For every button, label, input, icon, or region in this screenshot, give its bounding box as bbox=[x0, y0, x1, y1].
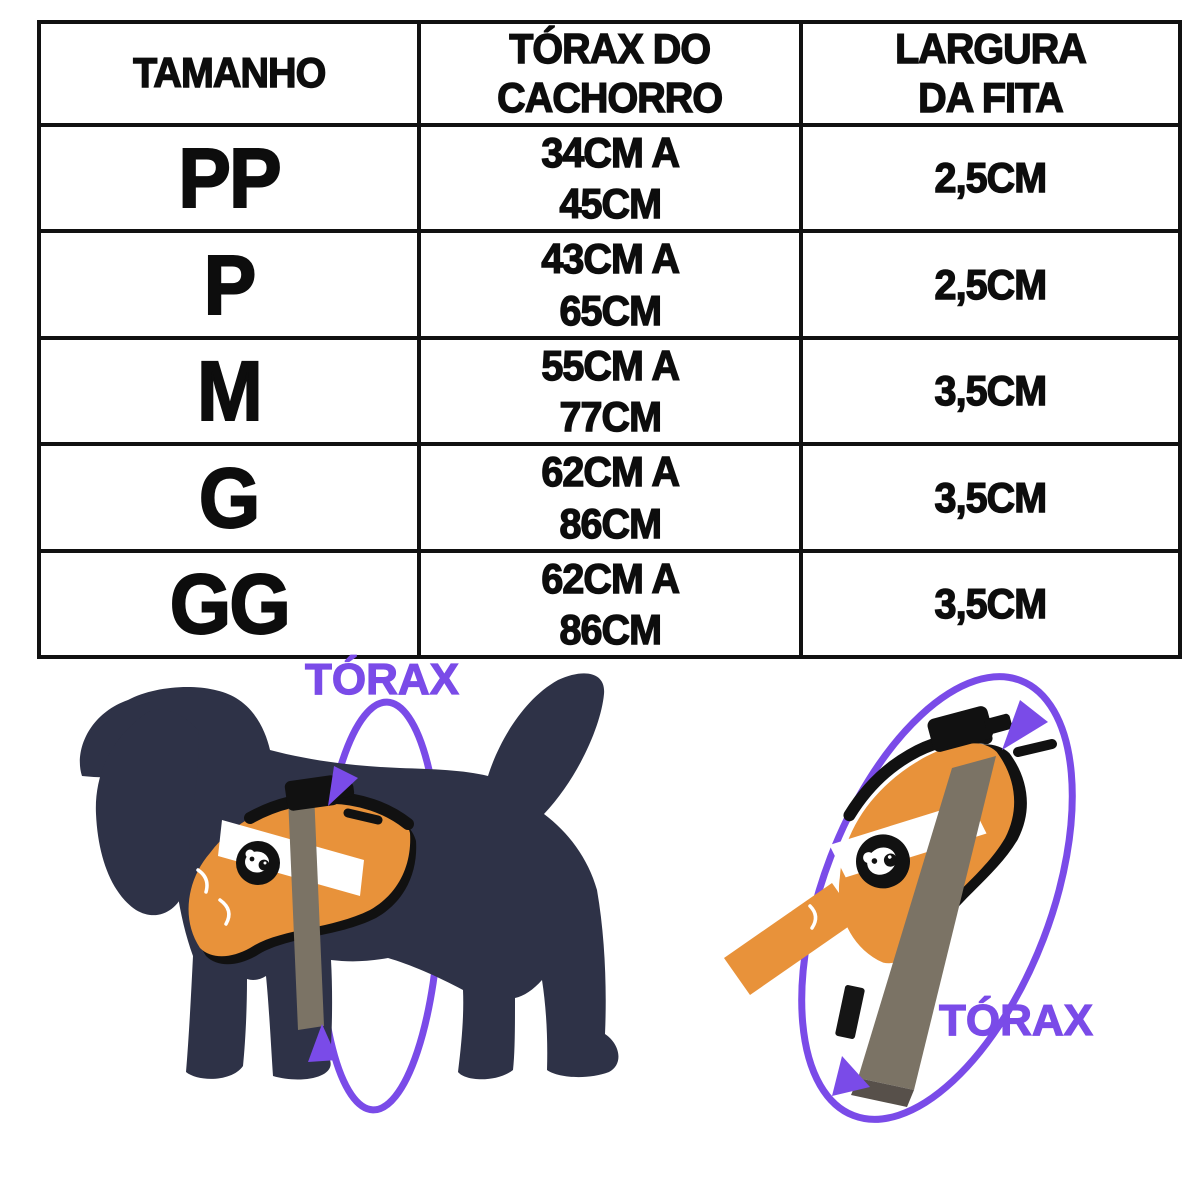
chest-measure-ellipse bbox=[798, 673, 1076, 1123]
size-row-g: G 62CM A 86CM 3,5CM bbox=[37, 442, 1182, 553]
chest-range-cell: 62CM A 86CM bbox=[417, 548, 803, 660]
harness-buckle bbox=[927, 706, 1013, 752]
dog-with-harness-illustration: TÓRAX bbox=[79, 653, 619, 1114]
strap-width-cell: 2,5CM bbox=[799, 122, 1182, 234]
col-header-strap-width-label: LARGURA DA FITA bbox=[894, 24, 1087, 121]
chest-range-cell: 62CM A 86CM bbox=[417, 442, 803, 553]
leash-clip-dash bbox=[1013, 739, 1057, 757]
strap-width-cell: 3,5CM bbox=[799, 442, 1182, 553]
size-table: TAMANHO TÓRAX DO CACHORRO LARGURA DA FIT… bbox=[37, 20, 1182, 660]
col-header-size-label: TAMANHO bbox=[132, 48, 327, 97]
strap-width-cell: 3,5CM bbox=[799, 335, 1182, 447]
stitch-mark bbox=[218, 898, 231, 926]
strap-clip bbox=[835, 985, 865, 1039]
dog-face-icon bbox=[863, 847, 898, 875]
dog-face-icon bbox=[245, 849, 270, 873]
arrow-up-icon bbox=[832, 1056, 870, 1096]
size-row-pp: PP 34CM A 45CM 2,5CM bbox=[37, 122, 1182, 234]
harness-side-strap bbox=[724, 883, 858, 995]
leash-clip-dash bbox=[343, 808, 383, 825]
chest-range-cell: 43CM A 65CM bbox=[417, 229, 803, 340]
chest-range-cell: 55CM A 77CM bbox=[417, 335, 803, 447]
size-row-gg: GG 62CM A 86CM 3,5CM bbox=[37, 548, 1182, 660]
size-cell: PP bbox=[37, 122, 421, 234]
col-header-chest-label: TÓRAX DO CACHORRO bbox=[497, 24, 724, 121]
strap-width-cell: 2,5CM bbox=[799, 229, 1182, 340]
stitch-mark bbox=[786, 886, 796, 912]
stitch-mark bbox=[196, 868, 209, 894]
size-cell: G bbox=[37, 442, 421, 553]
arrow-up-icon bbox=[308, 1024, 338, 1062]
size-cell: M bbox=[37, 335, 421, 447]
strap-width-cell: 3,5CM bbox=[799, 548, 1182, 660]
size-cell: GG bbox=[37, 548, 421, 660]
dog-ear bbox=[95, 709, 199, 916]
col-header-strap-width: LARGURA DA FITA bbox=[799, 20, 1182, 127]
col-header-chest: TÓRAX DO CACHORRO bbox=[417, 20, 803, 127]
harness-only-illustration: TÓRAX bbox=[724, 673, 1094, 1123]
size-cell: P bbox=[37, 229, 421, 340]
torax-label-right: TÓRAX bbox=[939, 995, 1093, 1045]
size-row-p: P 43CM A 65CM 2,5CM bbox=[37, 229, 1182, 340]
chest-strap bbox=[288, 792, 324, 1030]
col-header-size: TAMANHO bbox=[37, 20, 421, 127]
stitch-mark bbox=[808, 904, 818, 930]
size-row-m: M 55CM A 77CM 3,5CM bbox=[37, 335, 1182, 447]
arrow-down-icon bbox=[328, 766, 358, 806]
torax-label-left: TÓRAX bbox=[305, 654, 459, 704]
chest-strap bbox=[858, 756, 996, 1090]
arrow-down-icon bbox=[1002, 700, 1048, 750]
table-header-row: TAMANHO TÓRAX DO CACHORRO LARGURA DA FIT… bbox=[37, 20, 1182, 127]
chest-range-cell: 34CM A 45CM bbox=[417, 122, 803, 234]
